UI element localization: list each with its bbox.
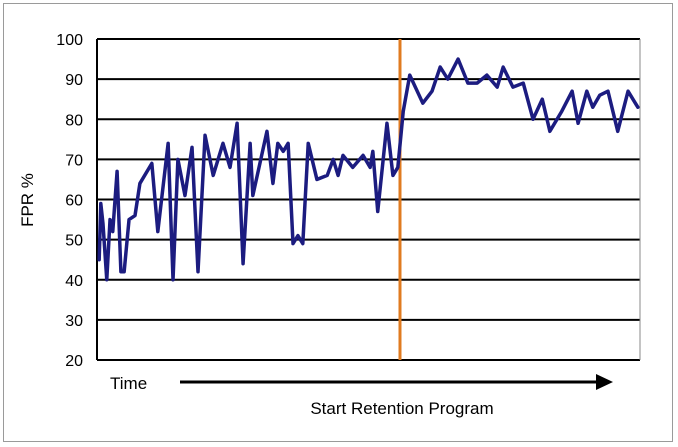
y-tick-label: 70 xyxy=(65,152,83,169)
y-tick-label: 40 xyxy=(65,273,83,290)
series-line-fpr xyxy=(97,57,640,282)
y-tick-label: 80 xyxy=(65,112,83,129)
y-tick-label: 100 xyxy=(56,32,83,49)
y-tick-label: 90 xyxy=(65,72,83,89)
x-axis-label: Time xyxy=(110,374,147,393)
chart-frame xyxy=(3,3,673,442)
y-tick-label: 30 xyxy=(65,313,83,330)
y-tick-label: 50 xyxy=(65,233,83,250)
time-arrow-head-icon xyxy=(596,374,613,390)
y-tick-label: 60 xyxy=(65,193,83,210)
y-axis-label: FPR % xyxy=(18,173,37,227)
intervention-annotation: Start Retention Program xyxy=(310,399,493,418)
y-tick-label: 20 xyxy=(65,353,83,370)
